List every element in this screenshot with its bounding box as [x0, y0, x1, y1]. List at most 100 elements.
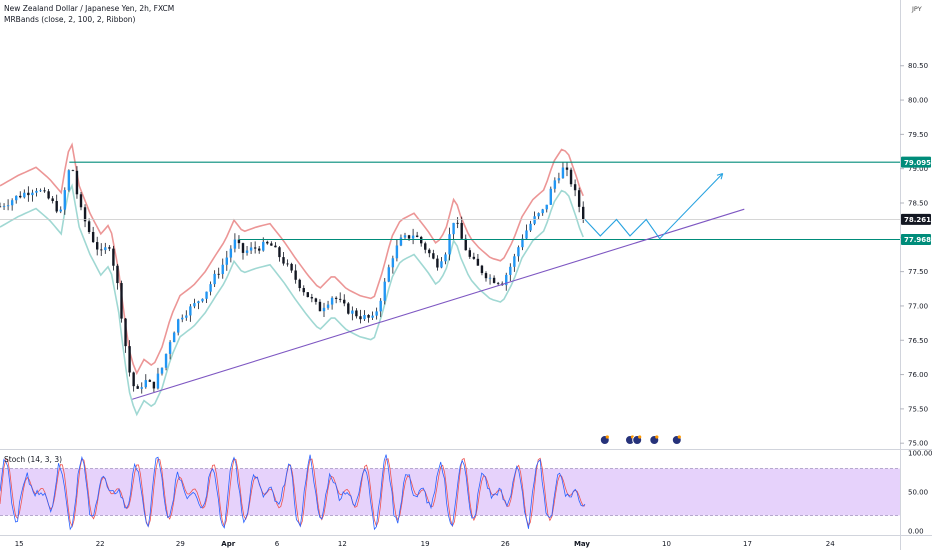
candle-body — [334, 297, 338, 299]
candle-body — [75, 170, 79, 195]
candle-body — [569, 169, 573, 185]
candle-body — [432, 253, 435, 259]
candle-body — [144, 380, 147, 388]
candle-body — [67, 170, 71, 191]
candle-body — [420, 236, 423, 244]
y-tick-label: 77.50 — [908, 268, 928, 276]
candle-body — [294, 270, 297, 280]
candle-body — [51, 198, 54, 202]
x-tick-label: 12 — [338, 540, 347, 548]
candle-body — [193, 303, 196, 307]
candle-body — [314, 298, 318, 302]
projection-arrowhead — [716, 172, 724, 180]
candle-body — [59, 209, 62, 212]
indicator-label: MRBands (close, 2, 100, 2, Ribbon) — [4, 15, 136, 24]
stochastic-pane: 100.00 50.00 0.00 — [0, 450, 932, 536]
y-tick-label: 76.50 — [908, 337, 928, 345]
candle-body — [529, 223, 532, 231]
x-tick-label: 19 — [421, 540, 430, 548]
candle-body — [545, 204, 548, 210]
event-flag-icon — [605, 435, 609, 439]
candle-body — [399, 237, 403, 246]
x-tick-label: Apr — [221, 540, 235, 548]
candle-body — [108, 247, 111, 249]
candle-body — [209, 284, 212, 292]
candle-body — [355, 310, 358, 317]
candle-body — [213, 273, 216, 285]
support-tag-label: 77.968 — [904, 236, 931, 244]
candle-body — [363, 314, 366, 320]
y-tick-label: 75.00 — [908, 440, 928, 448]
candle-body — [47, 191, 50, 199]
candle-body — [549, 188, 552, 205]
y-tick-label: 80.00 — [908, 97, 928, 105]
candle-body — [484, 273, 488, 279]
x-tick-label: 6 — [275, 540, 280, 548]
time-axis: 15 22 29 Apr 6 12 19 26 May 10 17 24 — [15, 540, 836, 548]
candle-body — [96, 242, 99, 250]
candle-body — [448, 234, 451, 255]
candle-body — [496, 282, 500, 284]
mr-bands-ribbon — [0, 142, 584, 417]
candle-body — [573, 184, 577, 191]
candle-body — [6, 205, 10, 207]
candle-body — [205, 291, 208, 299]
candle-body — [124, 318, 127, 347]
candle-body — [79, 194, 83, 208]
candle-body — [565, 167, 569, 170]
candle-body — [172, 332, 176, 343]
symbol-title: New Zealand Dollar / Japanese Yen, 2h, F… — [4, 4, 175, 13]
candle-body — [557, 178, 561, 181]
last-price-tag — [901, 213, 931, 225]
candle-body — [375, 311, 378, 316]
candle-body — [225, 257, 228, 265]
candle-body — [440, 261, 443, 268]
candle-body — [553, 180, 557, 189]
candle-body — [525, 230, 528, 239]
candle-body — [339, 298, 342, 300]
candle-body — [436, 258, 439, 268]
candles — [0, 162, 585, 394]
candle-body — [0, 206, 2, 208]
candle-body — [403, 235, 407, 238]
candle-body — [168, 342, 172, 354]
candle-body — [128, 346, 131, 373]
ribbon-upper — [0, 142, 584, 376]
candle-body — [395, 245, 399, 259]
candle-body — [189, 306, 192, 316]
candle-body — [100, 249, 103, 251]
candle-body — [468, 250, 471, 257]
candle-body — [87, 221, 91, 233]
resistance-tag — [901, 156, 931, 168]
candle-body — [326, 304, 330, 308]
candle-body — [177, 319, 180, 333]
candle-body — [229, 248, 233, 258]
candle-body — [140, 387, 143, 389]
candle-body — [148, 380, 152, 382]
candle-body — [71, 170, 75, 172]
stoch-tick-label: 50.00 — [908, 489, 928, 497]
candle-body — [577, 190, 581, 207]
candle-body — [241, 243, 245, 253]
y-tick-label: 80.50 — [908, 62, 928, 70]
candle-body — [35, 190, 38, 193]
candle-body — [513, 256, 516, 267]
candle-body — [10, 200, 14, 206]
ascending-trendline — [132, 208, 745, 400]
event-flag-icon — [655, 435, 659, 439]
candle-body — [541, 209, 544, 214]
candle-body — [266, 241, 269, 244]
candle-body — [63, 190, 66, 210]
candle-body — [517, 247, 520, 257]
y-tick-label: 77.00 — [908, 302, 928, 310]
candle-body — [282, 257, 285, 264]
x-tick-label: 22 — [96, 540, 105, 548]
candle-body — [290, 263, 293, 271]
candle-body — [533, 216, 536, 224]
candle-body — [407, 235, 411, 239]
candle-body — [19, 195, 22, 198]
candle-body — [104, 247, 107, 251]
ribbon-lower — [0, 183, 584, 417]
stoch-label: Stoch (14, 3, 3) — [4, 455, 63, 464]
candle-body — [270, 243, 273, 246]
